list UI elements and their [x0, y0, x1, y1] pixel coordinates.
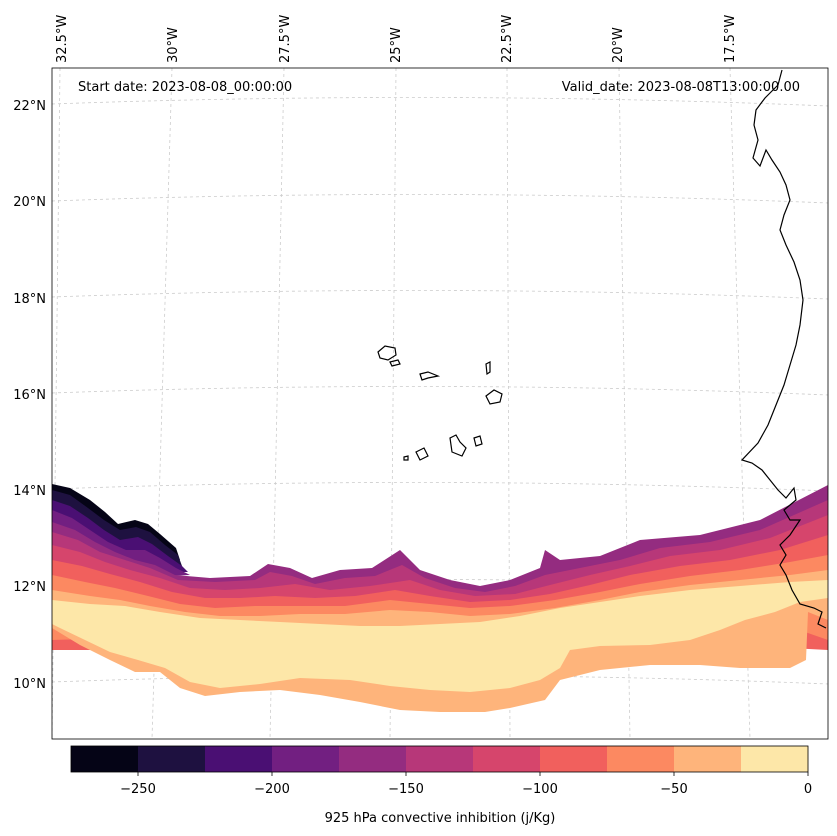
lat-label: 20°N — [13, 195, 46, 210]
colorbar-tick-label: −250 — [120, 782, 156, 797]
colorbar-segment — [741, 746, 809, 772]
colorbar-segment — [674, 746, 742, 772]
island-boa-vista — [485, 389, 503, 405]
lon-label: 32.5°W — [55, 15, 70, 63]
island-santiago — [449, 434, 467, 457]
colorbar-segment — [473, 746, 541, 772]
parallel-14n — [52, 482, 828, 492]
colorbar-segment — [540, 746, 608, 772]
lon-label: 25°W — [389, 27, 404, 63]
lon-label: 27.5°W — [278, 15, 293, 63]
colorbar-tick-label: −150 — [388, 782, 424, 797]
lon-label: 22.5°W — [500, 15, 515, 63]
longitude-labels: 32.5°W 30°W 27.5°W 25°W 22.5°W 20°W 17.5… — [55, 15, 738, 63]
colorbar-tick-label: 0 — [804, 782, 812, 797]
colorbar-segment — [339, 746, 407, 772]
island-brava — [403, 455, 409, 461]
colorbar-tick-label: −200 — [254, 782, 290, 797]
island-santo-antao — [377, 345, 397, 361]
colorbar-segment — [607, 746, 675, 772]
coastlines — [377, 69, 827, 629]
lon-label: 20°W — [611, 27, 626, 63]
colorbar-segment — [406, 746, 474, 772]
lon-label: 30°W — [166, 27, 181, 63]
lat-label: 14°N — [13, 484, 46, 499]
colorbar-tick-labels: −250 −200 −150 −100 −50 0 — [120, 782, 812, 797]
island-sal — [485, 361, 491, 376]
colorbar-segment — [205, 746, 273, 772]
lat-label: 16°N — [13, 388, 46, 403]
colorbar-title: 925 hPa convective inhibition (j/Kg) — [325, 811, 556, 826]
parallel-20n — [52, 194, 828, 204]
cin-contours — [52, 484, 828, 712]
lat-label: 18°N — [13, 292, 46, 307]
colorbar-segment — [138, 746, 206, 772]
lon-label: 17.5°W — [723, 15, 738, 63]
island-maio — [473, 435, 483, 447]
parallel-16n — [52, 386, 828, 396]
coast-africa — [740, 69, 827, 629]
colorbar — [70, 745, 809, 776]
start-date-annotation: Start date: 2023-08-08_00:00:00 — [78, 80, 292, 95]
colorbar-segment — [71, 746, 139, 772]
parallel-18n — [52, 290, 828, 300]
contour-band-lightest — [52, 580, 828, 692]
island-sao-vicente — [389, 359, 401, 367]
colorbar-tick-label: −50 — [660, 782, 687, 797]
lat-label: 22°N — [13, 99, 46, 114]
lat-label: 12°N — [13, 580, 46, 595]
island-fogo — [415, 447, 429, 461]
colorbar-segment — [272, 746, 340, 772]
colorbar-tick-label: −100 — [522, 782, 558, 797]
latitude-labels: 22°N 20°N 18°N 16°N 14°N 12°N 10°N — [13, 99, 46, 692]
valid-date-annotation: Valid_date: 2023-08-08T13:00:00.00 — [562, 80, 800, 95]
lat-label: 10°N — [13, 677, 46, 692]
island-sao-nicolau — [419, 371, 441, 381]
parallel-10n — [52, 675, 828, 685]
map-frame — [51, 67, 829, 740]
colorbar-frame — [70, 745, 809, 773]
parallel-22n — [52, 97, 828, 107]
